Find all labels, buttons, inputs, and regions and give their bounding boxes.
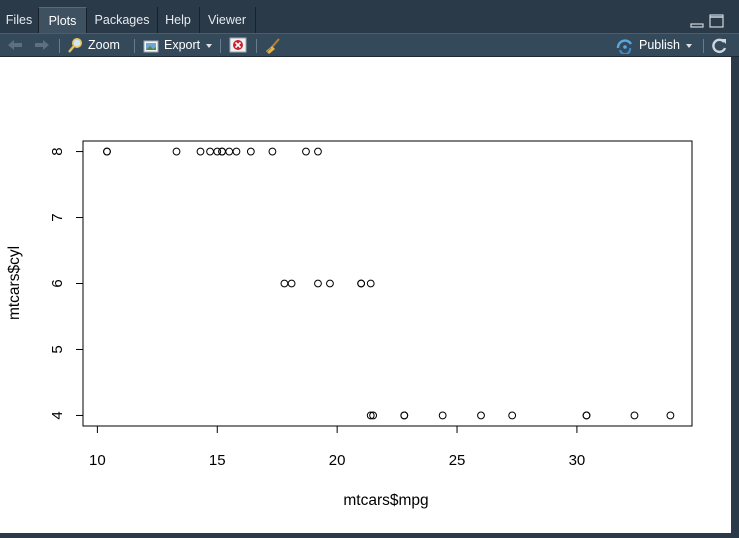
x-tick-label: 25 (449, 452, 466, 469)
data-point (196, 147, 205, 156)
data-point (246, 147, 255, 156)
data-point (357, 279, 366, 288)
y-tick-label: 7 (49, 213, 66, 221)
scatter-plot: 10 15 20 25 30 4 5 6 7 8 mtcars$mpg mtcars$cyl (6, 140, 693, 509)
data-point (477, 411, 485, 420)
toolbar-separator (134, 39, 135, 53)
chevron-down-icon (686, 43, 692, 48)
publish-icon (616, 39, 633, 55)
pane-tab-bar: Files Plots Packages Help Viewer (0, 7, 739, 33)
publish-button[interactable]: Publish (616, 34, 692, 57)
minimize-icon[interactable] (689, 15, 705, 29)
tab-help[interactable]: Help (157, 7, 200, 33)
data-point (314, 279, 322, 288)
toolbar-separator (59, 39, 60, 53)
data-point (280, 279, 289, 288)
plots-toolbar: Zoom Export Publish (0, 33, 739, 57)
data-point (103, 147, 111, 156)
publish-label: Publish (639, 38, 680, 52)
remove-plot-icon[interactable] (228, 37, 248, 54)
toolbar-separator (256, 39, 257, 53)
y-tick-label: 4 (49, 411, 66, 419)
data-point (225, 147, 234, 156)
zoom-button[interactable]: Zoom (67, 34, 120, 57)
x-tick-label: 15 (209, 452, 226, 469)
maximize-icon[interactable] (708, 13, 726, 29)
data-point (213, 147, 222, 156)
data-point (369, 411, 378, 420)
data-point (326, 279, 334, 288)
pane-border-right (731, 57, 739, 536)
data-point (400, 411, 409, 420)
tab-packages[interactable]: Packages (87, 7, 158, 33)
data-point (314, 147, 322, 156)
arrow-right-icon[interactable] (33, 38, 51, 52)
magnifier-icon (68, 38, 82, 53)
plot-viewer: 10 15 20 25 30 4 5 6 7 8 mtcars$mpg mtcars$cyl (0, 57, 731, 533)
tab-viewer[interactable]: Viewer (199, 7, 256, 33)
data-point (232, 147, 241, 156)
data-point (630, 411, 639, 420)
arrow-left-icon[interactable] (6, 38, 24, 52)
x-tick-label: 20 (329, 452, 346, 469)
export-label: Export (164, 38, 201, 52)
y-tick-label: 8 (49, 147, 66, 155)
data-point (268, 147, 277, 156)
data-point (172, 147, 181, 156)
x-tick-label: 10 (89, 452, 106, 469)
pane-border-bottom (0, 533, 739, 536)
y-tick-label: 6 (49, 279, 66, 287)
toolbar-separator (703, 39, 704, 53)
x-axis-label: mtcars$mpg (343, 492, 428, 509)
x-tick-label: 30 (569, 452, 586, 469)
y-tick-label: 5 (49, 345, 66, 353)
y-axis-label: mtcars$cyl (6, 246, 23, 320)
data-point (508, 411, 517, 420)
data-point (366, 279, 375, 288)
export-button[interactable]: Export (142, 34, 213, 57)
data-point (302, 147, 310, 156)
plot-frame (82, 140, 693, 427)
data-point (366, 411, 375, 420)
toolbar-separator (220, 39, 221, 53)
zoom-label: Zoom (88, 38, 120, 52)
data-point (438, 411, 447, 420)
broom-icon[interactable] (263, 37, 283, 55)
tab-files[interactable]: Files (0, 7, 39, 33)
refresh-icon[interactable] (710, 37, 728, 54)
tab-plots[interactable]: Plots (38, 7, 87, 33)
data-point (218, 147, 226, 156)
chevron-down-icon (206, 43, 213, 48)
data-point (287, 279, 296, 288)
data-point (582, 411, 591, 420)
data-point (206, 147, 214, 156)
image-export-icon (143, 40, 159, 53)
data-point (666, 411, 675, 420)
